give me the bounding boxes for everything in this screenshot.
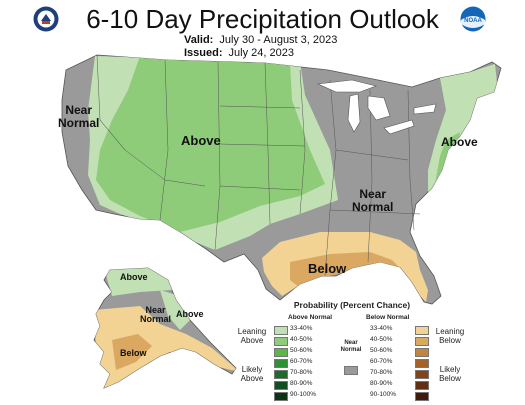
label-alaska-above-north: Above [120,272,148,282]
label-southeast-near-normal: Near Normal [352,187,394,214]
label-alaska-below: Below [120,348,147,358]
legend-above-bin-label: 33-40% [290,325,313,332]
legend-below-bin-label: 33-40% [370,325,393,332]
legend-likely-below: Likely Below [439,365,461,383]
legend-below-bin-swatch [415,359,429,368]
valid-label: Valid: [184,34,214,46]
legend-above-bin-swatch [274,326,288,335]
alaska-above-north [104,268,172,296]
issued-line: Issued: July 24, 2023 [184,47,294,59]
alaska-above-east [160,290,190,330]
label-alaska-above-east: Above [176,309,204,319]
legend-below-bin-swatch [415,370,429,379]
legend-above-bin-swatch [274,392,288,401]
legend-below-bin-label: 80-90% [370,380,393,387]
legend-near-normal-swatch [344,366,358,375]
legend-title: Probability (Percent Chance) [293,300,411,310]
legend-below-bin-swatch [415,337,429,346]
legend-above-bin-swatch [274,381,288,390]
legend-likely-above: Likely Above [240,365,264,383]
great-lakes [316,79,437,135]
legend-below-bin-label: 70-80% [370,369,393,376]
alaska-below-40-50 [112,334,152,370]
legend-below-bin-label: 40-50% [370,336,393,343]
label-alaska-near-normal: Near Normal [140,305,172,325]
label-east-above: Above [441,135,478,149]
valid-line: Valid: July 30 - August 3, 2023 [184,34,337,46]
legend-above-bin-label: 50-60% [290,347,313,354]
alaska-below-33-40 [94,306,236,388]
legend-below-bin-swatch [415,392,429,401]
legend-above-header: Above Normal [288,314,333,321]
issued-date: July 24, 2023 [228,47,294,59]
legend-leaning-below: Leaning Below [435,327,465,345]
state-borders [96,54,421,277]
alaska-region [93,267,237,389]
legend-below-bin-label: 90-100% [370,391,397,398]
label-gulf-below: Below [308,261,347,276]
label-central-above: Above [181,133,221,148]
conus-region [61,54,502,305]
lake-erie [383,119,415,135]
legend-above-bin-label: 70-80% [290,369,313,376]
label-west-near-normal: Near Normal [58,103,100,130]
lake-ontario [413,103,437,115]
legend-above-bin-swatch [274,337,288,346]
noaa-logo-icon: NOAA [460,6,486,32]
legend-below-bin-swatch [415,326,429,335]
issued-label: Issued: [184,47,223,59]
legend-above-bin-swatch [274,370,288,379]
legend-below-bin-label: 50-60% [370,347,393,354]
legend-leaning-above: Leaning Above [237,327,267,345]
legend-near-normal-label: Near Normal [340,340,362,353]
legend-below-header: Below Normal [366,314,410,321]
legend-above-bin-swatch [274,359,288,368]
legend-above-bin-label: 80-90% [290,380,313,387]
legend-above-bin-label: 60-70% [290,358,313,365]
probability-legend: Probability (Percent Chance) Above Norma… [232,300,472,402]
legend-above-bin-swatch [274,348,288,357]
legend-above-bin-label: 90-100% [290,391,317,398]
commerce-seal-icon [33,6,59,32]
lake-huron [367,95,391,121]
legend-below-bin-label: 60-70% [370,358,393,365]
lake-michigan [347,93,361,133]
lake-superior [316,79,378,93]
legend-below-bin-swatch [415,381,429,390]
noaa-logo-text: NOAA [464,18,482,24]
legend-above-bin-label: 40-50% [290,336,313,343]
map-title: 6-10 Day Precipitation Outlook [86,4,439,34]
legend-below-bin-swatch [415,348,429,357]
above-40-50-central [96,56,325,232]
valid-dates: July 30 - August 3, 2023 [219,34,338,46]
